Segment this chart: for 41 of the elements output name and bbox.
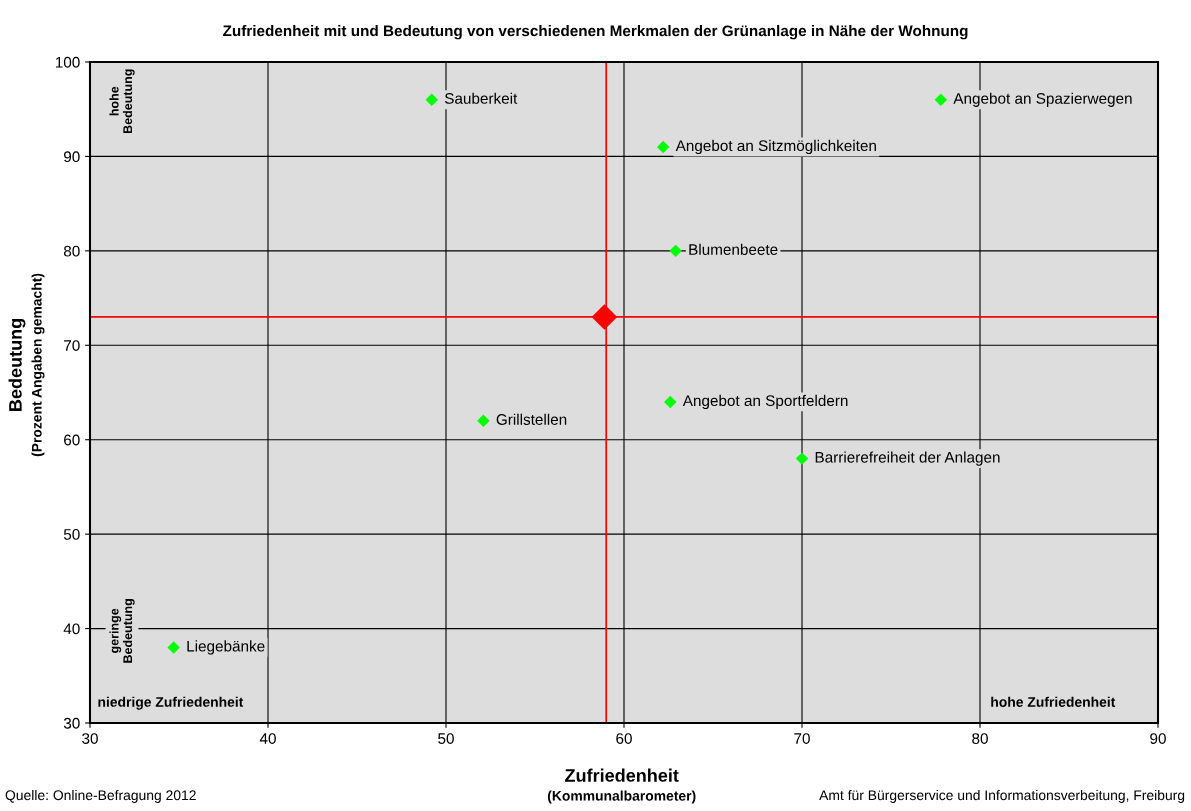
x-tick-label: 50 <box>438 733 454 744</box>
annotation: hohe Bedeutung <box>109 69 135 134</box>
x-tick-label: 60 <box>616 733 632 744</box>
y-tick-label: 30 <box>63 717 80 729</box>
y-tick-label: 100 <box>55 56 80 68</box>
y-tick-label: 50 <box>63 529 80 540</box>
point <box>591 304 618 330</box>
point <box>934 93 948 106</box>
point <box>664 395 677 409</box>
x-tick-label: 40 <box>259 733 276 744</box>
x-tick-label: 80 <box>972 733 988 744</box>
y-axis-title: Bedeutung (Prozent Angaben gemacht) <box>8 273 45 457</box>
annotation: hohe Zufriedenheit <box>991 696 1116 707</box>
text: Amt für Bürgerservice und Informationsverbeitung, Freiburg <box>819 789 1185 803</box>
x-axis-title: Zufriedenheit (Kommunalbarometer) <box>547 768 696 804</box>
annotation: Blumenbeete <box>689 243 778 255</box>
annotation: Angebot an Spazierwegen <box>953 92 1132 107</box>
annotation: Barrierefreiheit der Anlagen <box>815 451 1000 466</box>
annotation: niedrige Zufriedenheit <box>98 696 244 710</box>
annotation: Sauberkeit <box>444 92 518 104</box>
y-tick-label: 90 <box>64 151 80 163</box>
x-tick-label: 90 <box>1150 733 1166 744</box>
point <box>167 641 180 654</box>
x-tick-label: 30 <box>82 733 98 744</box>
y-tick-label: 40 <box>63 623 80 635</box>
point <box>669 244 682 258</box>
annotation: Angebot an Sitzmöglichkeiten <box>675 139 876 155</box>
annotation: geringe Bedeutung <box>109 599 135 663</box>
annotation: Grillstellen <box>496 413 567 425</box>
chart-title: Zufriedenheit mit und Bedeutung von verschiedenen Merkmalen der Grünanlage in Nähe der Wohnung <box>223 25 968 40</box>
y-tick-label: 60 <box>64 434 80 446</box>
point <box>656 140 670 154</box>
x-tick-label: 70 <box>794 733 810 744</box>
point <box>477 414 490 428</box>
source-note: Quelle: Online-Befragung 2012 <box>5 789 196 803</box>
annotation: Angebot an Sportfeldern <box>682 394 848 410</box>
y-tick-label: 80 <box>63 245 80 257</box>
annotation: Liegebänke <box>187 640 265 655</box>
y-tick-label: 70 <box>64 340 80 351</box>
point <box>795 452 809 465</box>
point <box>425 93 438 106</box>
